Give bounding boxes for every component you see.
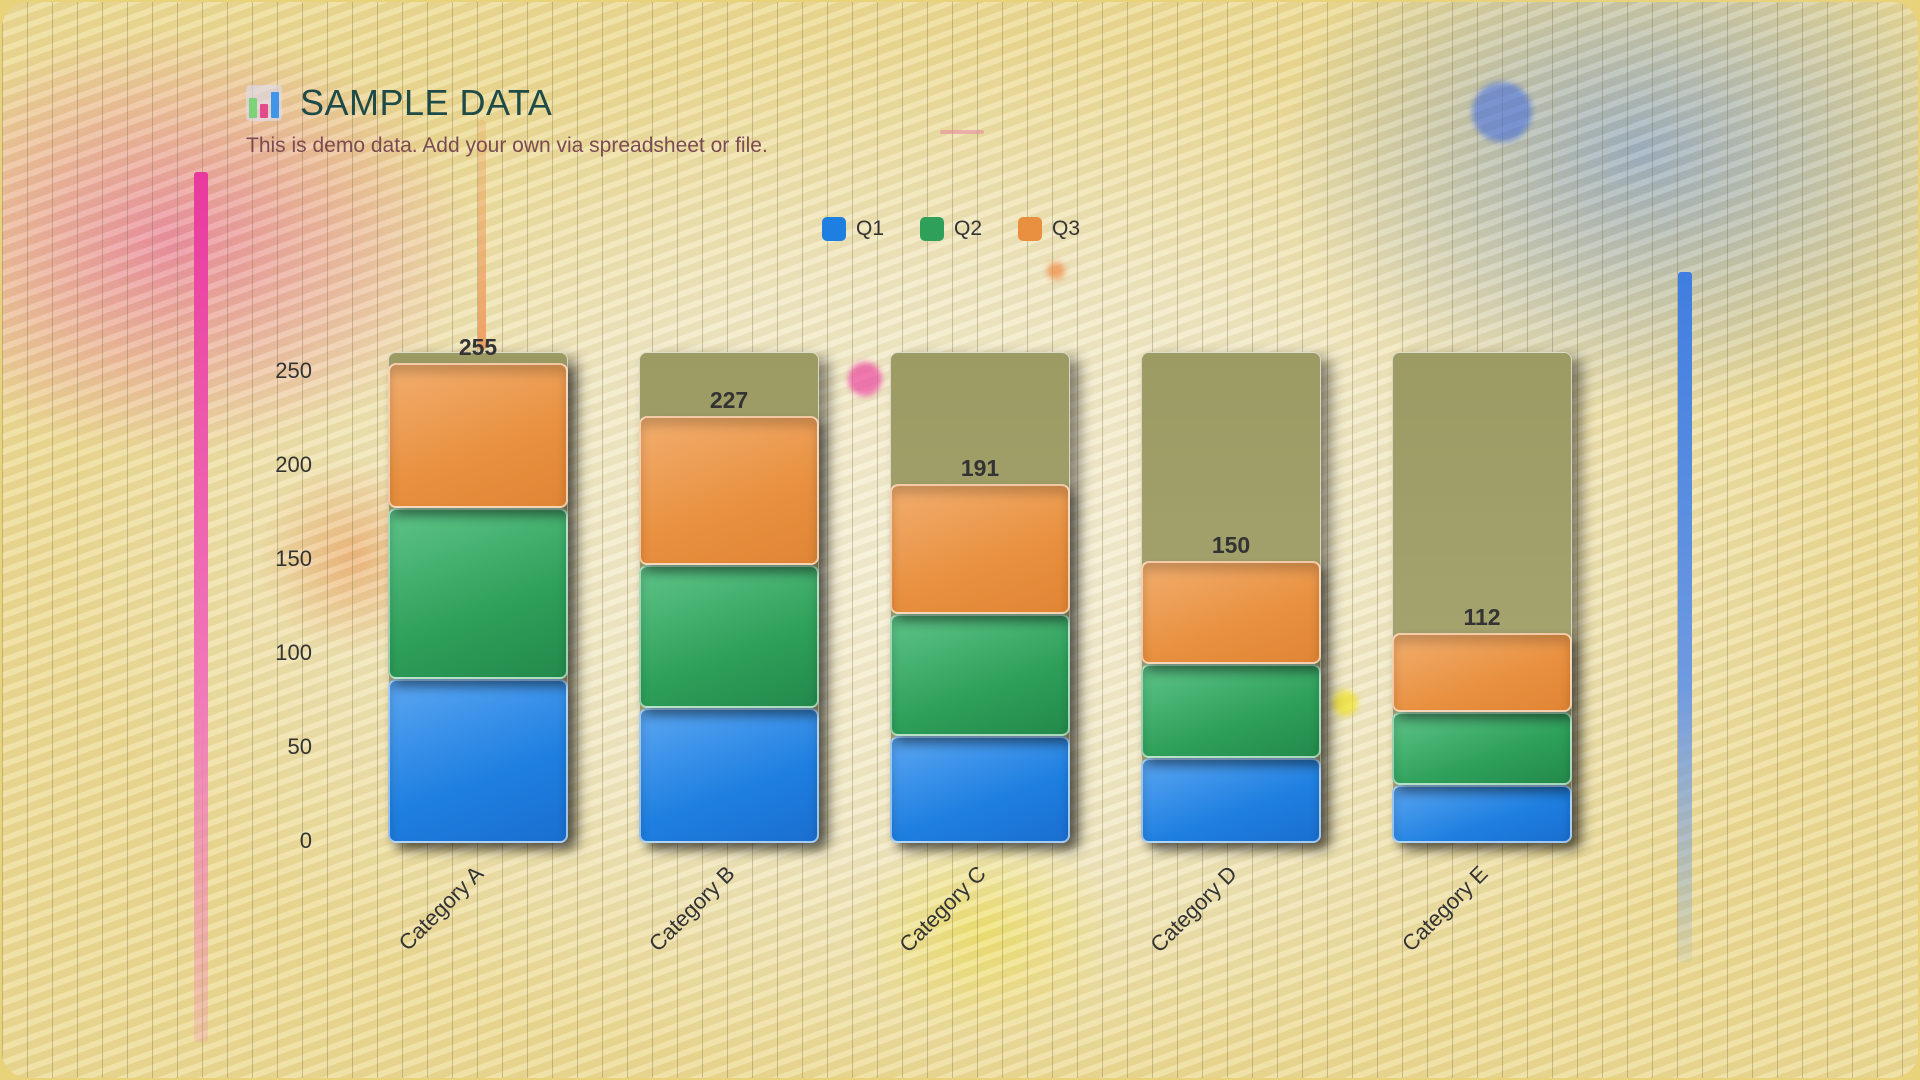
bar-category-a[interactable]: 255 xyxy=(388,2,568,1078)
legend-item-q3[interactable]: Q3 xyxy=(1018,217,1080,241)
segment-q3[interactable] xyxy=(639,416,819,565)
segment-q3[interactable] xyxy=(388,363,568,508)
decorative-blue-dot xyxy=(1472,82,1532,142)
y-tick-0: 0 xyxy=(299,828,312,853)
legend: Q1 Q2 Q3 xyxy=(822,217,1080,241)
bar-category-d[interactable]: 150 xyxy=(1141,2,1321,1078)
decorative-orange-dot xyxy=(1047,262,1065,280)
bar-category-c[interactable]: 191 xyxy=(890,2,1070,1078)
y-tick-50: 50 xyxy=(287,734,312,759)
decorative-pink-dot xyxy=(848,362,882,396)
segment-q3[interactable] xyxy=(890,484,1070,614)
y-tick-100: 100 xyxy=(275,640,312,665)
segment-q3[interactable] xyxy=(1392,633,1572,712)
legend-item-q1[interactable]: Q1 xyxy=(822,217,884,241)
decorative-yellow-dot xyxy=(1332,690,1358,716)
segment-q1[interactable] xyxy=(1141,758,1321,843)
segment-q2[interactable] xyxy=(890,614,1070,736)
decorative-blue-bar xyxy=(1678,272,1692,962)
y-tick-150: 150 xyxy=(275,546,312,571)
total-label: 191 xyxy=(960,455,1000,481)
legend-swatch-q1 xyxy=(822,217,846,241)
segment-q2[interactable] xyxy=(1141,664,1321,758)
segment-q2[interactable] xyxy=(388,508,568,679)
bar-chart-icon xyxy=(246,85,282,121)
total-label: 255 xyxy=(458,334,498,360)
legend-label-q3: Q3 xyxy=(1052,217,1081,240)
y-tick-200: 200 xyxy=(275,452,312,477)
chart-subtitle: This is demo data. Add your own via spre… xyxy=(246,134,768,157)
decorative-orange-bar xyxy=(478,120,486,350)
legend-label-q1: Q1 xyxy=(856,217,885,240)
total-label: 150 xyxy=(1211,532,1251,558)
segment-q1[interactable] xyxy=(388,679,568,843)
segment-q3[interactable] xyxy=(1141,561,1321,664)
segment-q1[interactable] xyxy=(639,708,819,843)
segment-q2[interactable] xyxy=(639,565,819,708)
total-label: 227 xyxy=(709,387,749,413)
legend-item-q2[interactable]: Q2 xyxy=(920,217,982,241)
y-tick-250: 250 xyxy=(275,358,312,383)
decorative-pink-bar xyxy=(194,172,208,1042)
total-label: 112 xyxy=(1463,604,1501,630)
bar-category-e[interactable]: 112 xyxy=(1392,2,1572,1078)
y-axis: 0 50 100 150 200 250 xyxy=(252,2,312,1078)
bar-category-b[interactable]: 227 xyxy=(639,2,819,1078)
segment-q1[interactable] xyxy=(1392,785,1572,843)
chart-header: SAMPLE DATA This is demo data. Add your … xyxy=(246,82,768,158)
segment-q1[interactable] xyxy=(890,736,1070,843)
legend-swatch-q2 xyxy=(920,217,945,241)
chart-title: SAMPLE DATA xyxy=(300,82,553,123)
legend-swatch-q3 xyxy=(1018,217,1043,241)
segment-q2[interactable] xyxy=(1392,712,1572,785)
legend-label-q2: Q2 xyxy=(954,217,983,240)
decorative-pink-dash xyxy=(940,130,984,134)
